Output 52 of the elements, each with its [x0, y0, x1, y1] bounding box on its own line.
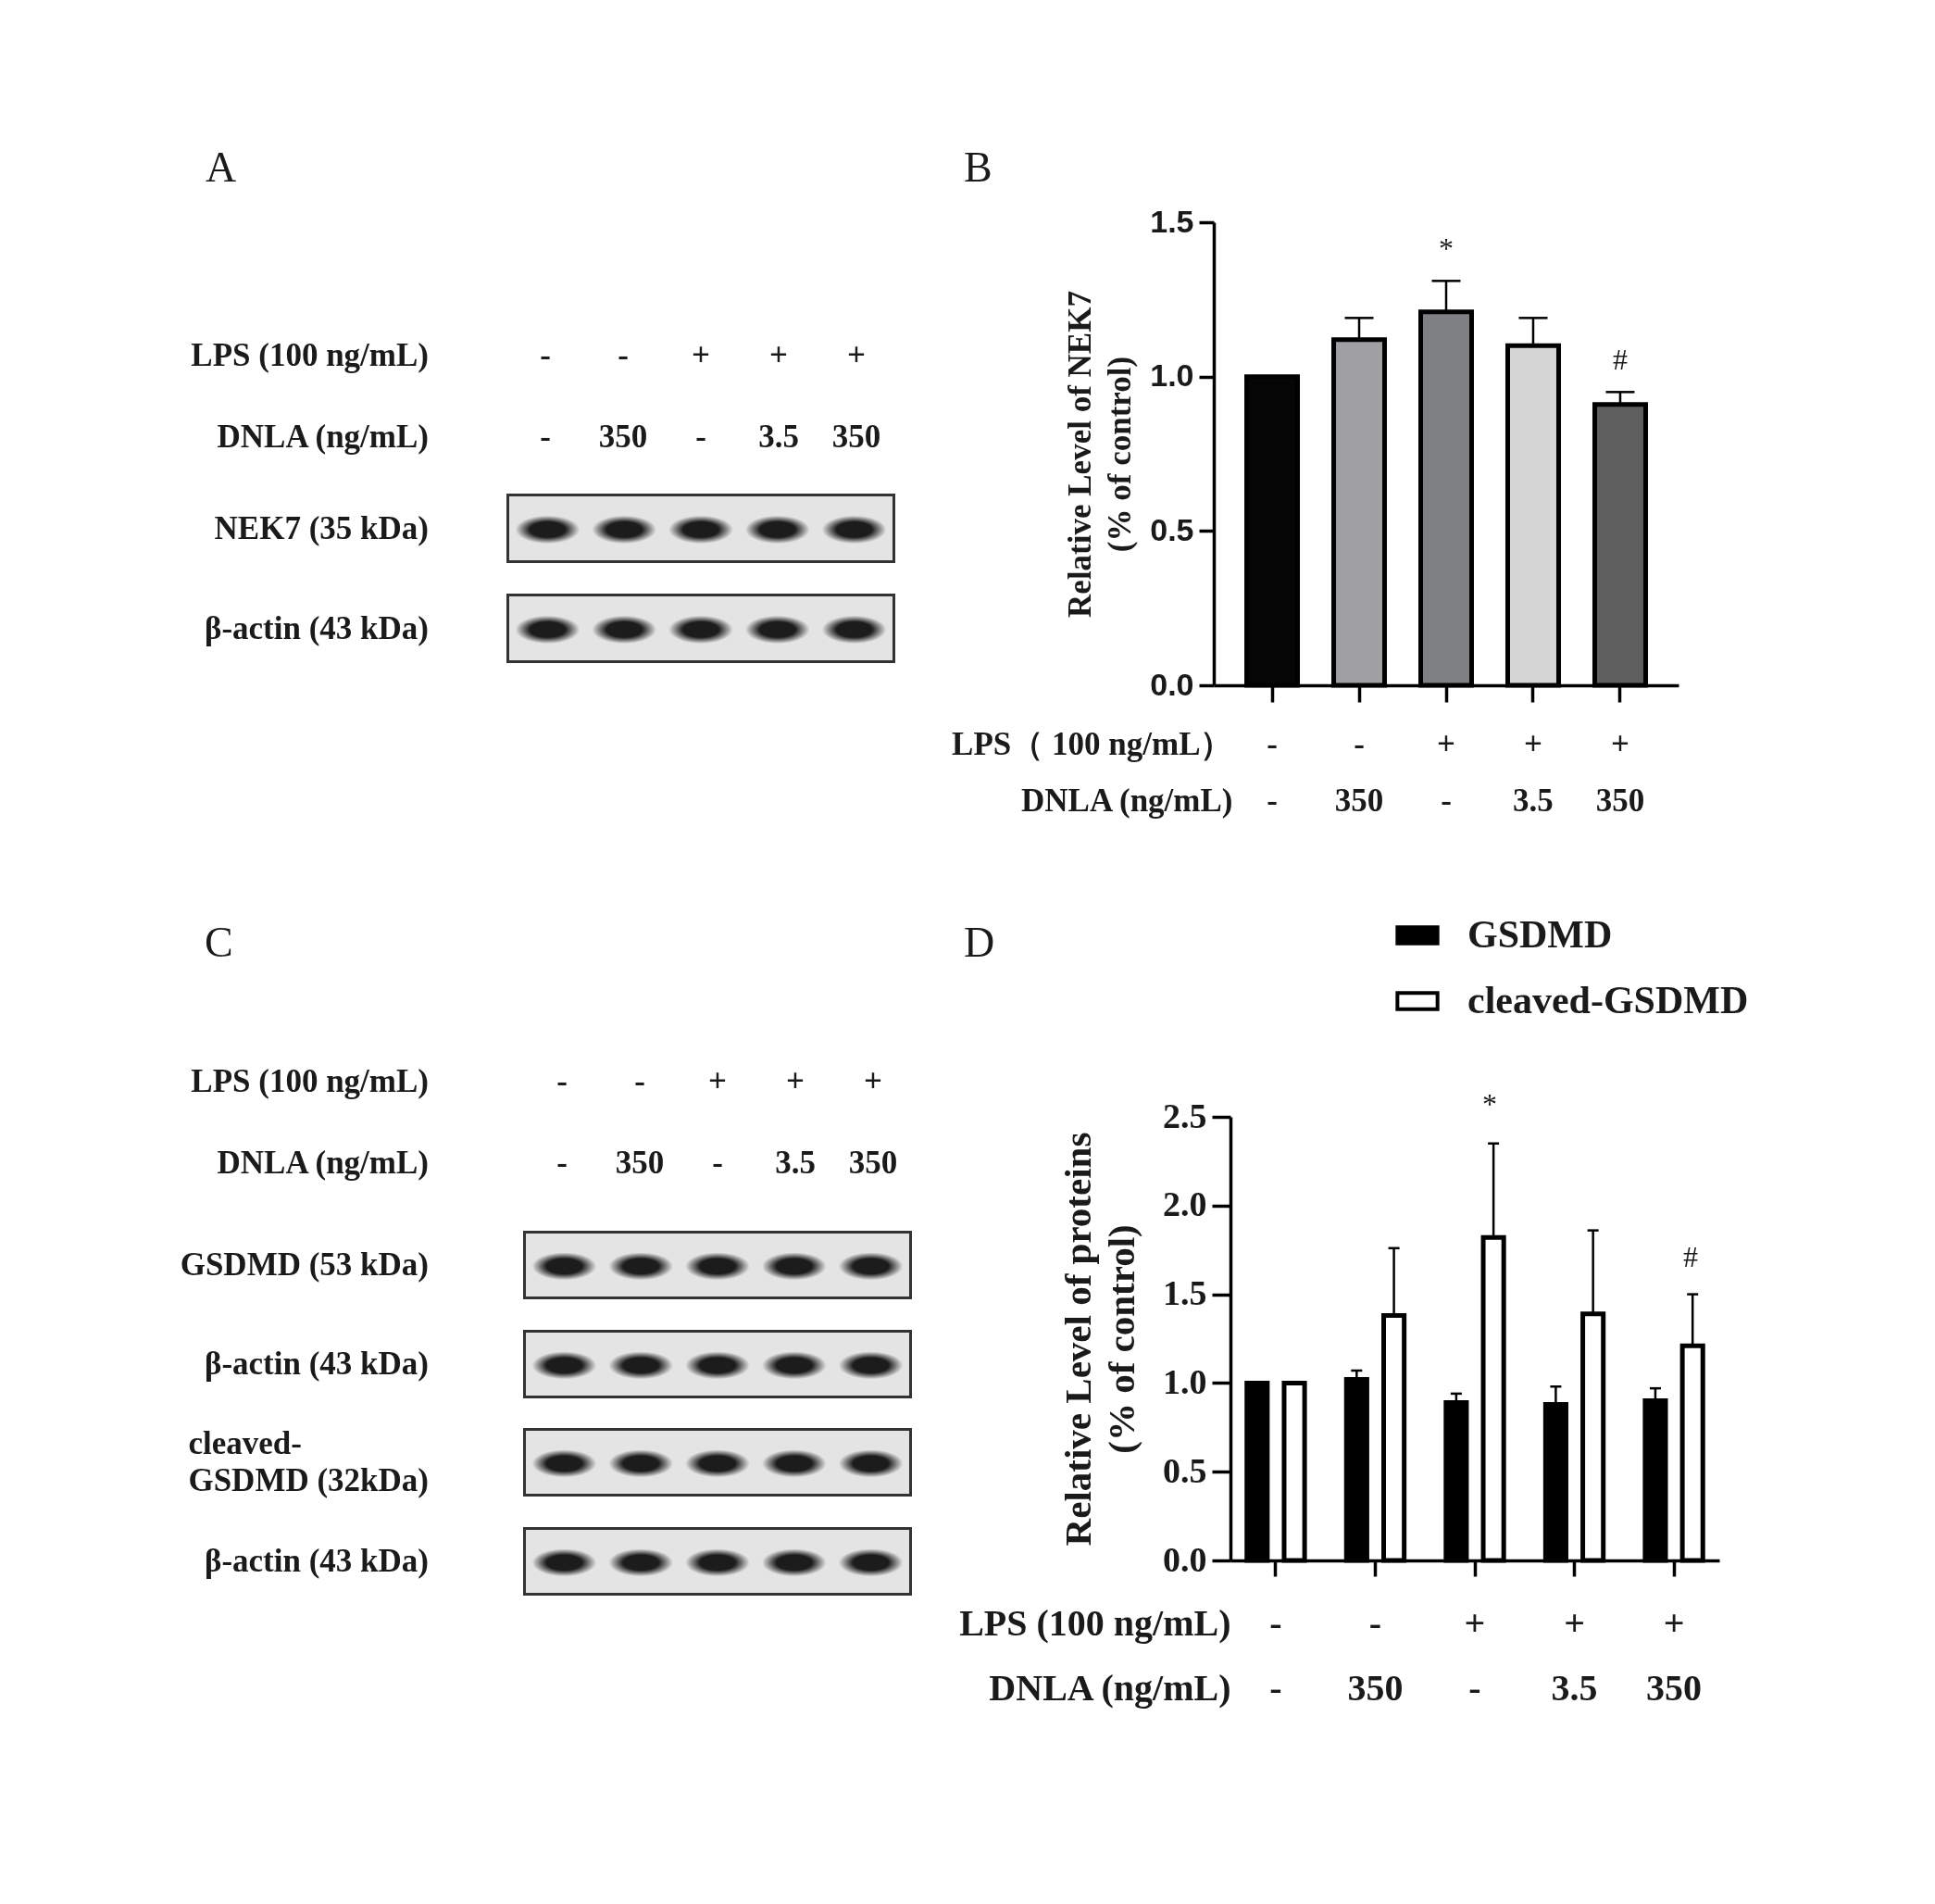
- text: LPS (100 ng/mL) DNLA (ng/mL): [191, 336, 429, 455]
- y-tick-label: 2.5: [1163, 1096, 1207, 1135]
- annotation: #: [1683, 1240, 1698, 1273]
- y-axis-title: Relative Level of proteins (% of control): [1056, 1132, 1142, 1547]
- category-label: - 350: [615, 1062, 665, 1181]
- y-tick-label: 2.0: [1163, 1184, 1207, 1224]
- y-tick-label: 0.5: [1163, 1450, 1207, 1490]
- x-tick-label: + 350: [1646, 1601, 1703, 1709]
- category-label: β-actin (43 kDa): [204, 609, 429, 646]
- category-label: NEK7 (35 kDa): [214, 509, 429, 546]
- category-label: + 350: [831, 336, 881, 455]
- category-label: - -: [540, 336, 551, 455]
- text: C: [205, 918, 233, 968]
- x-tick-label: + -: [1437, 725, 1455, 819]
- legend-label: cleaved-GSDMD: [1467, 979, 1749, 1021]
- y-axis-title: Relative Level of NEK7 (% of control): [1062, 291, 1139, 618]
- y-tick-label: 1.5: [1163, 1273, 1207, 1313]
- category-label: GSDMD (53 kDa): [180, 1246, 429, 1283]
- annotation: *: [1439, 232, 1454, 266]
- category-label: cleaved- GSDMD (32kDa): [188, 1424, 429, 1498]
- category-label: + -: [692, 336, 710, 455]
- x-tick-label: + 3.5: [1551, 1601, 1598, 1709]
- x-tick-label: - -: [1269, 1601, 1282, 1709]
- annotation: *: [1482, 1087, 1497, 1121]
- category-label: + 3.5: [758, 336, 799, 455]
- category-label: + 350: [848, 1062, 898, 1181]
- text: A: [206, 143, 237, 193]
- y-tick-label: 0.0: [1150, 666, 1194, 702]
- x-tick-label: - 350: [1334, 725, 1384, 819]
- y-tick-label: 1.0: [1163, 1361, 1207, 1401]
- x-tick-label: - -: [1267, 725, 1278, 819]
- x-tick-label: + 3.5: [1513, 725, 1554, 819]
- category-label: - 350: [598, 336, 648, 455]
- y-tick-label: 0.5: [1150, 511, 1194, 547]
- text: LPS (100 ng/mL) DNLA (ng/mL): [191, 1062, 429, 1181]
- x-axis-title: LPS (100 ng/mL) DNLA (ng/mL): [959, 1601, 1231, 1709]
- category-label: β-actin (43 kDa): [204, 1345, 429, 1382]
- y-tick-label: 1.5: [1150, 203, 1194, 239]
- x-tick-label: + 350: [1595, 725, 1645, 819]
- x-tick-label: - 350: [1347, 1601, 1404, 1709]
- category-label: + 3.5: [775, 1062, 816, 1181]
- y-tick-label: 0.0: [1163, 1539, 1207, 1579]
- legend-label: GSDMD: [1467, 913, 1613, 956]
- category-label: β-actin (43 kDa): [204, 1542, 429, 1579]
- annotation: #: [1612, 343, 1628, 377]
- chart-title: B: [964, 143, 992, 193]
- x-axis-title: LPS（ 100 ng/mL） DNLA (ng/mL): [952, 725, 1233, 819]
- x-tick-label: + -: [1464, 1601, 1486, 1709]
- category-label: + -: [708, 1062, 727, 1181]
- chart-title: D: [964, 918, 995, 968]
- y-tick-label: 1.0: [1150, 357, 1194, 394]
- category-label: - -: [556, 1062, 568, 1181]
